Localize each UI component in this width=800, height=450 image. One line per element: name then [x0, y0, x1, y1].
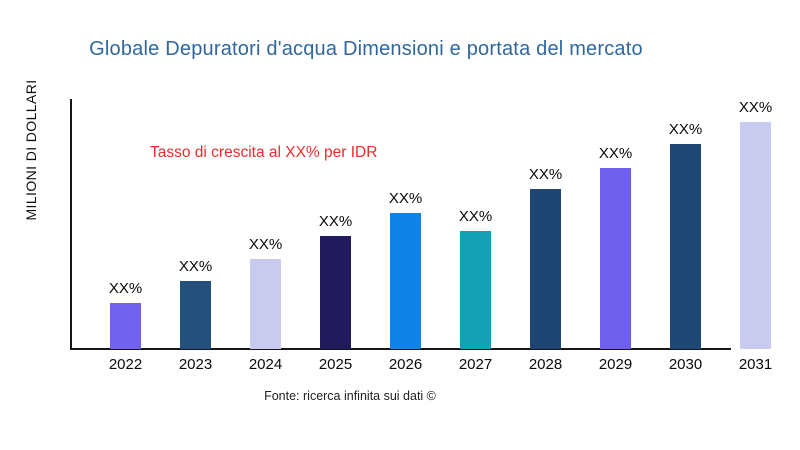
- bar-2024: [250, 259, 281, 349]
- x-tick-label-2023: 2023: [178, 356, 213, 373]
- x-axis-line: [70, 348, 731, 350]
- growth-rate-annotation: Tasso di crescita al XX% per IDR: [150, 144, 378, 161]
- bar-2031: [740, 122, 771, 349]
- x-tick-label-2022: 2022: [108, 356, 143, 373]
- bar-2029: [600, 168, 631, 349]
- bar-value-label-2022: XX%: [108, 280, 143, 297]
- bar-2025: [320, 236, 351, 349]
- y-axis-label: MILIONI DI DOLLARI: [23, 79, 39, 221]
- y-axis-line: [70, 99, 72, 350]
- x-tick-label-2025: 2025: [318, 356, 353, 373]
- chart-title: Globale Depuratori d'acqua Dimensioni e …: [89, 38, 643, 60]
- x-tick-label-2029: 2029: [598, 356, 633, 373]
- x-tick-label-2027: 2027: [458, 356, 493, 373]
- bar-value-label-2029: XX%: [598, 145, 633, 162]
- bar-value-label-2027: XX%: [458, 208, 493, 225]
- x-tick-label-2031: 2031: [738, 356, 773, 373]
- x-tick-label-2026: 2026: [388, 356, 423, 373]
- bar-value-label-2024: XX%: [248, 236, 283, 253]
- x-tick-label-2024: 2024: [248, 356, 283, 373]
- x-tick-label-2028: 2028: [528, 356, 563, 373]
- bar-value-label-2028: XX%: [528, 166, 563, 183]
- bar-value-label-2023: XX%: [178, 258, 213, 275]
- bar-2022: [110, 303, 141, 349]
- source-note: Fonte: ricerca infinita sui dati ©: [264, 389, 436, 403]
- bar-2028: [530, 189, 561, 349]
- x-tick-label-2030: 2030: [668, 356, 703, 373]
- bar-value-label-2026: XX%: [388, 190, 423, 207]
- bar-2030: [670, 144, 701, 349]
- bar-2026: [390, 213, 421, 349]
- bar-2023: [180, 281, 211, 349]
- bar-value-label-2030: XX%: [668, 121, 703, 138]
- bar-value-label-2031: XX%: [738, 99, 773, 116]
- bar-value-label-2025: XX%: [318, 213, 353, 230]
- bar-2027: [460, 231, 491, 349]
